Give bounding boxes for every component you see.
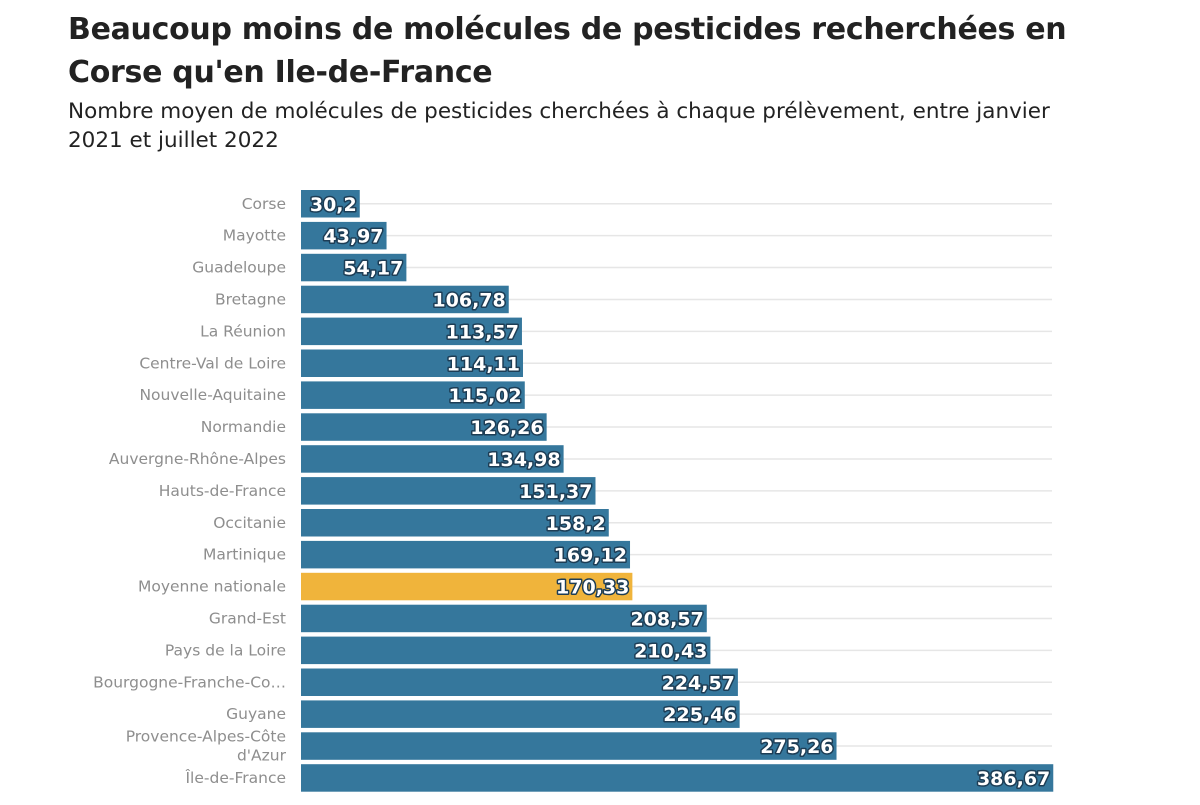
bar bbox=[301, 509, 609, 537]
value-label: 386,67 bbox=[977, 768, 1050, 790]
value-label: 224,57 bbox=[662, 672, 735, 694]
category-label: Martinique bbox=[203, 546, 286, 564]
category-label: Bretagne bbox=[215, 290, 286, 308]
bar bbox=[301, 540, 631, 569]
bar bbox=[301, 190, 360, 218]
category-label: Hauts-de-France bbox=[159, 482, 286, 500]
category-label-line: Provence-Alpes-Côte bbox=[126, 728, 286, 746]
category-label-line: d'Azur bbox=[237, 747, 287, 765]
value-label: 208,57 bbox=[630, 608, 703, 630]
value-label: 151,37 bbox=[519, 481, 592, 503]
bar bbox=[301, 285, 509, 314]
bar bbox=[301, 604, 707, 633]
category-label: Guyane bbox=[226, 705, 286, 723]
bar bbox=[301, 445, 564, 473]
value-label: 158,2 bbox=[546, 513, 606, 535]
bar bbox=[301, 700, 740, 728]
value-label: 54,17 bbox=[343, 258, 403, 280]
category-label: Corse bbox=[242, 195, 286, 213]
category-label: Provence-Alpes-Côte d'Azur bbox=[126, 728, 287, 765]
chart-subtitle: Nombre moyen de molécules de pesticides … bbox=[68, 99, 1050, 153]
value-label: 114,11 bbox=[447, 353, 520, 375]
value-label: 170,33 bbox=[556, 577, 629, 599]
bar bbox=[301, 221, 387, 250]
category-label: Guadeloupe bbox=[192, 259, 286, 277]
value-label: 113,57 bbox=[446, 321, 519, 343]
category-label: Pays de la Loire bbox=[165, 641, 286, 659]
category-labels: Corse Mayotte Guadeloupe Bretagne La Réunion… bbox=[93, 195, 287, 787]
category-label: Mayotte bbox=[223, 227, 286, 245]
bar bbox=[301, 317, 522, 346]
bar bbox=[301, 477, 596, 505]
category-label: Normandie bbox=[201, 418, 286, 436]
value-label: 275,26 bbox=[760, 736, 833, 758]
bar bbox=[301, 668, 738, 696]
category-label: La Réunion bbox=[200, 322, 286, 340]
value-label: 126,26 bbox=[470, 417, 543, 439]
bar bbox=[301, 381, 525, 409]
category-label: Île-de-France bbox=[184, 768, 286, 787]
value-label: 115,02 bbox=[448, 385, 521, 407]
bar bbox=[301, 732, 837, 760]
value-label: 106,78 bbox=[432, 289, 505, 311]
value-label: 134,98 bbox=[487, 449, 560, 471]
category-label: Auvergne-Rhône-Alpes bbox=[109, 450, 286, 468]
bar bbox=[301, 413, 547, 441]
value-label: 43,97 bbox=[323, 226, 383, 248]
value-labels: 30,2 43,97 54,17 106,78 113,57 114,11 115,02 12… bbox=[308, 192, 1051, 791]
bar bbox=[301, 636, 711, 665]
category-label: Grand-Est bbox=[209, 609, 286, 627]
bar bbox=[301, 572, 633, 601]
category-label: Nouvelle-Aquitaine bbox=[139, 386, 286, 404]
category-label: Bourgogne-Franche-Co… bbox=[93, 673, 286, 691]
chart-title: Beaucoup moins de molécules de pesticide… bbox=[68, 12, 1067, 90]
bar bbox=[301, 349, 524, 377]
category-label: Centre-Val de Loire bbox=[139, 354, 286, 372]
bar bbox=[301, 253, 407, 282]
bars bbox=[301, 190, 1054, 792]
value-label: 30,2 bbox=[310, 194, 357, 216]
category-label: Occitanie bbox=[213, 514, 286, 532]
category-label: Moyenne nationale bbox=[138, 578, 286, 596]
value-label: 169,12 bbox=[554, 545, 627, 567]
value-label: 225,46 bbox=[663, 704, 736, 726]
value-label: 210,43 bbox=[634, 640, 707, 662]
bar bbox=[301, 764, 1054, 792]
